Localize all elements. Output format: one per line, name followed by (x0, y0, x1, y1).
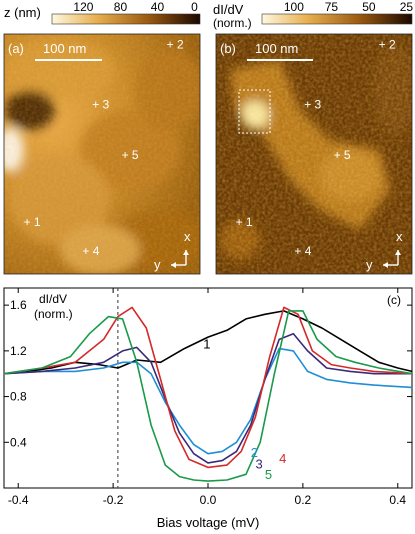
colorbar-a-tick-3: 0 (191, 0, 198, 14)
spectra-ylabel-line2: (norm.) (34, 307, 73, 321)
spectra-chart: -0.4 -0.2 0.0 0.2 0.4 0.4 0.8 1.2 1.6 1 23 45 (c) d… (3, 287, 413, 530)
image-b-point-5: + 5 (334, 148, 351, 162)
image-b: (b) 100 nm + 1 + 2 + 3 + 4 + 5 x y (215, 33, 413, 275)
image-b-point-3: + 3 (304, 97, 321, 111)
series-line-3 (3, 332, 412, 464)
series-label-2: 2 (251, 445, 258, 460)
x-tick-label-0: -0.4 (8, 493, 29, 507)
image-a-point-3: + 3 (92, 97, 109, 111)
image-b-point-4: + 4 (294, 244, 311, 258)
series-label-5: 5 (265, 467, 272, 482)
y-tick-label-3: 1.6 (10, 298, 27, 312)
spectra-panel-label: (c) (387, 293, 401, 307)
image-a-point-1: + 1 (24, 215, 41, 229)
y-tick-label-1: 0.8 (10, 390, 27, 404)
series-line-1 (3, 310, 413, 375)
colorbar-a-tick-1: 80 (114, 0, 128, 14)
image-a-point-5: + 5 (122, 148, 139, 162)
image-b-axis-y: y (366, 257, 373, 272)
image-a-scalebar-label: 100 nm (43, 41, 86, 56)
x-tick-label-1: -0.2 (103, 493, 124, 507)
colorbar-b-label-line1: dI/dV (213, 2, 244, 17)
spectra-xlabel: Bias voltage (mV) (157, 515, 260, 530)
y-tick-label-2: 1.2 (10, 344, 27, 358)
y-tick-label-0: 0.4 (10, 435, 27, 449)
image-b-point-1: + 1 (236, 215, 253, 229)
colorbar-a-tick-2: 40 (151, 0, 165, 14)
series-label-1: 1 (203, 337, 210, 352)
colorbar-b-tick-0: 100 (284, 0, 304, 14)
image-b-highlight-box (238, 89, 271, 134)
series-label-4: 4 (279, 451, 286, 466)
colorbar-b-label-line2: (norm.) (213, 16, 252, 30)
image-a-point-2: + 2 (167, 37, 184, 51)
image-a-panel-label: (a) (8, 41, 24, 56)
colorbar-b-tick-2: 50 (362, 0, 376, 14)
series-line-4 (3, 306, 413, 469)
image-b-axes: x y (366, 229, 403, 272)
image-b-scalebar-label: 100 nm (255, 41, 298, 56)
image-b-axis-x: x (396, 229, 403, 244)
series-line-2 (3, 347, 413, 455)
image-b-point-2: + 2 (379, 37, 396, 51)
colorbar-a: z (nm) 120 80 40 0 (4, 0, 201, 25)
colorbar-a-label: z (nm) (4, 5, 41, 20)
image-a-axis-y: y (154, 257, 161, 272)
colorbar-b-tick-3: 25 (400, 0, 414, 14)
colorbar-a-tick-0: 120 (73, 0, 93, 14)
x-tick-label-3: 0.2 (295, 493, 312, 507)
x-tick-label-4: 0.4 (389, 493, 406, 507)
series-line-5 (3, 310, 413, 482)
x-tick-label-2: 0.0 (200, 493, 217, 507)
spectra-ylabel-line1: dI/dV (39, 292, 67, 306)
image-b-panel-label: (b) (220, 41, 236, 56)
image-a-axes: x y (154, 229, 191, 272)
image-a-point-4: + 4 (82, 244, 99, 258)
colorbar-b: dI/dV (norm.) 100 75 50 25 (213, 0, 413, 30)
series-label-3: 3 (255, 457, 262, 472)
colorbar-b-tick-1: 75 (325, 0, 339, 14)
image-a: (a) 100 nm + 1 + 2 + 3 + 4 + 5 x y (3, 33, 201, 275)
image-a-axis-x: x (184, 229, 191, 244)
